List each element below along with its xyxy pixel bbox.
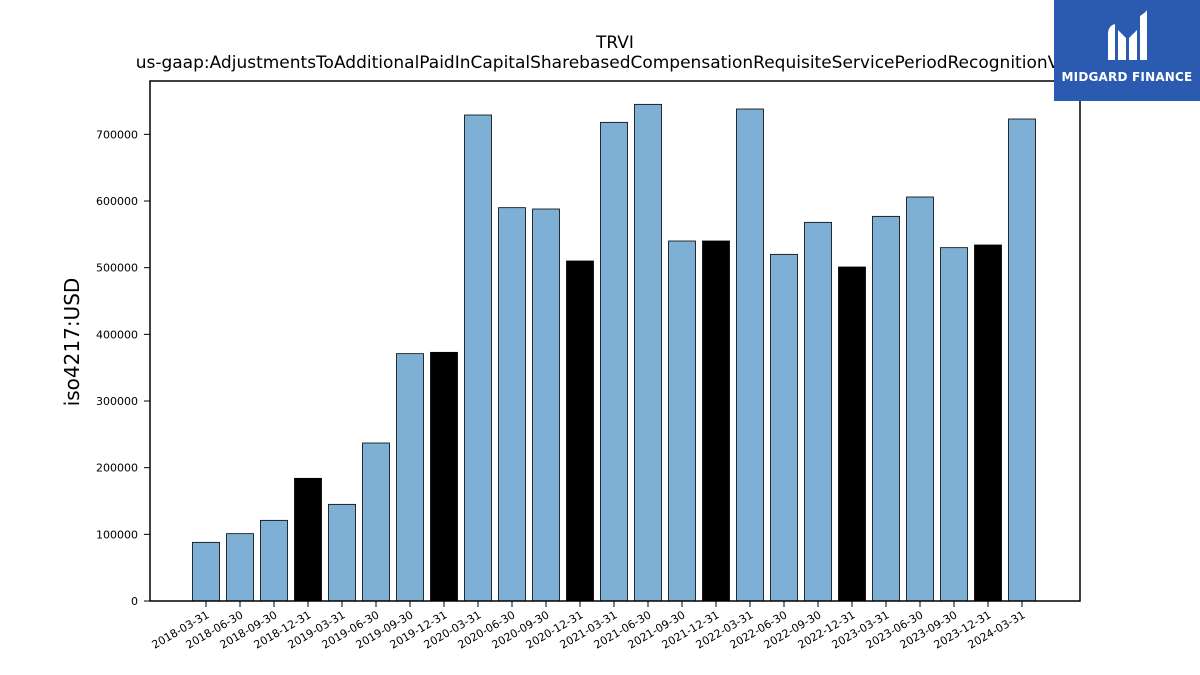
bar-2022-03-31 [736,108,764,602]
bar-2020-03-31 [464,114,492,602]
bar-2019-06-30 [362,442,390,602]
y-tick-label: 400000 [96,328,138,341]
bar-2023-12-31 [974,244,1002,602]
midgard-logo-icon [1108,10,1147,60]
y-tick-label: 300000 [96,395,138,408]
bar-2023-06-30 [906,196,934,602]
bar-2021-06-30 [634,103,662,602]
bar-2018-12-31 [294,477,322,602]
bar-2022-12-31 [838,266,866,602]
bar-2018-09-30 [260,519,288,602]
y-tick-label: 200000 [96,462,138,475]
bar-2019-12-31 [430,351,458,602]
y-tick-label: 600000 [96,195,138,208]
y-axis: 0 100000 200000 300000 400000 500000 600000 700… [96,128,150,608]
chart-subtitle: us-gaap:AdjustmentsToAdditionalPaidInCap… [136,53,1095,73]
y-tick-label: 500000 [96,262,138,275]
bar-2019-03-31 [328,503,356,602]
bar-2018-03-31 [192,541,220,602]
bar-2021-09-30 [668,240,696,602]
bar-2022-09-30 [804,221,832,602]
bar-2021-12-31 [702,240,730,602]
x-axis: 2018-03-312018-06-302018-09-302018-12-31… [150,601,1028,652]
y-tick-label: 100000 [96,528,138,541]
bar-2020-12-31 [566,260,594,602]
midgard-finance-logo: MIDGARD FINANCE [1054,0,1200,101]
plot-frame [149,80,1081,602]
bar-2023-09-30 [940,247,968,602]
bar-2019-09-30 [396,353,424,602]
bar-2020-09-30 [532,208,560,602]
logo-text: MIDGARD FINANCE [1061,70,1193,84]
y-axis-label: iso4217:USD [60,278,84,407]
y-tick-label: 700000 [96,128,138,141]
bar-2024-03-31 [1008,118,1036,602]
chart-title: TRVI [595,33,634,53]
bar-2020-06-30 [498,207,526,602]
bar-2022-06-30 [770,253,798,602]
y-tick-label: 0 [131,595,138,608]
bars-group [192,103,1036,602]
bar-2023-03-31 [872,215,900,602]
bar-2021-03-31 [600,121,628,602]
bar-2018-06-30 [226,533,254,602]
